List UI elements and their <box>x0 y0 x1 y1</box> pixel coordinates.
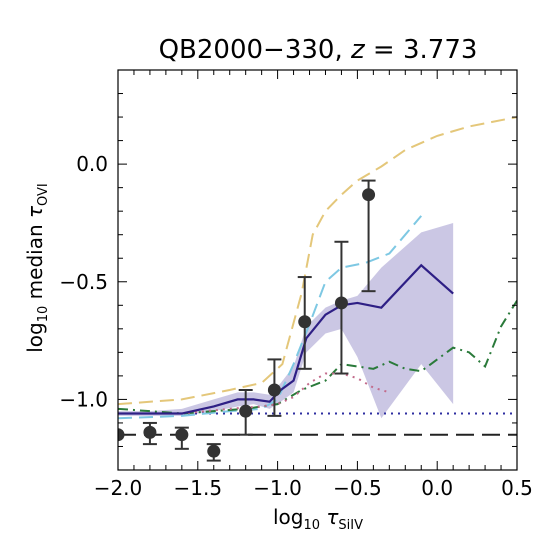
data-point <box>175 428 189 442</box>
data-point <box>143 425 157 439</box>
plot-frame <box>117 69 518 471</box>
y-tick-label: −0.5 <box>59 270 108 294</box>
data-point <box>118 428 125 442</box>
data-point <box>298 315 312 329</box>
axis-ticks: −2.0 −1.5 −1.0 −0.5 0.0 0.5 −1.0 −0.5 0.0 <box>59 69 533 500</box>
data-point <box>267 383 281 397</box>
x-tick-label: 0.5 <box>501 476 533 500</box>
data-point <box>362 188 376 202</box>
x-tick-label: −2.0 <box>94 476 143 500</box>
x-tick-label: 0.0 <box>421 476 453 500</box>
model-median-line <box>118 263 454 415</box>
y-axis-label: log10 median τOVI <box>23 183 51 353</box>
data-point <box>334 296 348 310</box>
x-tick-label: −1.5 <box>174 476 223 500</box>
x-tick-label: −1.0 <box>253 476 302 500</box>
chart-title: QB2000−330, z = 3.773 <box>159 35 478 65</box>
model-curve-4 <box>118 372 390 415</box>
y-tick-label: −1.0 <box>59 387 108 411</box>
model-scatter-band <box>118 222 454 419</box>
model-curve-1 <box>118 116 517 406</box>
x-tick-label: −0.5 <box>333 476 382 500</box>
data-point <box>207 444 221 458</box>
data-point <box>239 404 253 418</box>
x-axis-label: log10 τSiIV <box>273 505 363 533</box>
plot-area <box>118 116 517 462</box>
y-tick-label: 0.0 <box>76 152 108 176</box>
